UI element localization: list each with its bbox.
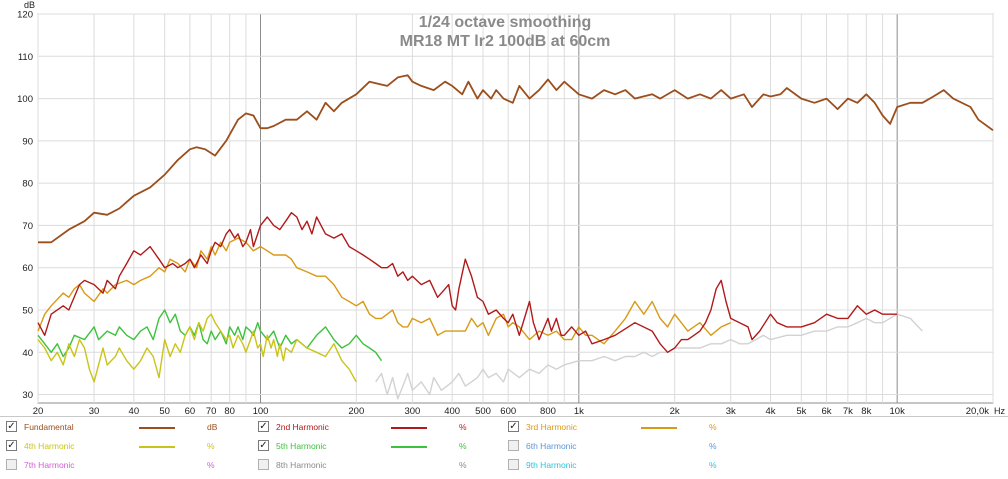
legend-item: ✓ Fundamental dB xyxy=(6,418,246,436)
legend-unit: % xyxy=(709,422,717,432)
legend-checkbox[interactable] xyxy=(508,440,519,451)
legend-line-swatch xyxy=(139,446,175,448)
legend-label: 8th Harmonic xyxy=(276,460,327,470)
y-tick-label: 80 xyxy=(22,179,33,190)
series-line-8th-harmonic xyxy=(375,313,923,400)
x-tick-label: 80 xyxy=(224,406,235,416)
x-tick-label: 6k xyxy=(822,406,832,416)
x-tick-label: 30 xyxy=(89,406,100,416)
y-tick-label: 30 xyxy=(22,390,33,401)
series-line-fundamental xyxy=(38,74,994,244)
legend-item: ✓ 2nd Harmonic% xyxy=(258,418,498,436)
x-tick-label: 600 xyxy=(500,406,516,416)
x-tick-label: 4k xyxy=(765,406,775,416)
y-tick-label: 90 xyxy=(22,136,33,147)
x-tick-label: 5k xyxy=(796,406,806,416)
legend-item: 7th Harmonic% xyxy=(6,456,246,474)
x-tick-label: 60 xyxy=(185,406,196,416)
legend-unit: dB xyxy=(207,422,218,432)
legend-unit: % xyxy=(459,441,467,451)
legend-item: ✓ 3rd Harmonic% xyxy=(508,418,748,436)
x-tick-label: 300 xyxy=(404,406,420,416)
x-tick-label: 200 xyxy=(348,406,364,416)
x-tick-label: 2k xyxy=(670,406,680,416)
legend-label: 7th Harmonic xyxy=(24,460,75,470)
x-tick-label: 1k xyxy=(574,406,584,416)
legend-item: 9th Harmonic% xyxy=(508,456,748,474)
chart-title: 1/24 octave smoothing xyxy=(419,14,592,31)
x-tick-label: 40 xyxy=(129,406,140,416)
x-axis-unit-label: Hz xyxy=(994,406,1005,416)
legend-item: ✓ 5th Harmonic% xyxy=(258,437,498,455)
y-tick-label: 110 xyxy=(18,52,33,63)
x-tick-label: 7k xyxy=(843,406,853,416)
legend-checkbox[interactable]: ✓ xyxy=(258,440,269,451)
legend-checkbox[interactable] xyxy=(258,459,269,470)
series-line-2nd-harmonic xyxy=(37,211,898,353)
legend-item: 6th Harmonic% xyxy=(508,437,748,455)
legend-label: 3rd Harmonic xyxy=(526,422,578,432)
series-line-3rd-harmonic xyxy=(37,237,731,345)
x-tick-label: 20,0k xyxy=(966,406,989,416)
legend-label: 4th Harmonic xyxy=(24,441,75,451)
legend-line-swatch xyxy=(139,427,175,429)
legend-label: 6th Harmonic xyxy=(526,441,577,451)
x-tick-label: 400 xyxy=(444,406,460,416)
x-tick-label: 20 xyxy=(33,406,44,416)
x-tick-label: 500 xyxy=(475,406,491,416)
y-tick-label: 100 xyxy=(17,94,33,105)
legend-line-swatch xyxy=(641,427,677,429)
legend-label: 5th Harmonic xyxy=(276,441,327,451)
legend-unit: % xyxy=(207,441,215,451)
legend-unit: % xyxy=(207,460,215,470)
series-line-5th-harmonic xyxy=(37,309,383,362)
y-axis-unit-label: dB xyxy=(24,0,35,10)
x-tick-label: 800 xyxy=(540,406,556,416)
legend-checkbox[interactable]: ✓ xyxy=(6,440,17,451)
legend-checkbox[interactable]: ✓ xyxy=(6,421,17,432)
y-tick-label: 60 xyxy=(22,263,33,274)
y-tick-label: 70 xyxy=(22,221,33,232)
x-tick-label: 8k xyxy=(861,406,871,416)
x-tick-label: 70 xyxy=(206,406,217,416)
legend-line-swatch xyxy=(391,446,427,448)
legend-unit: % xyxy=(459,460,467,470)
legend-label: 2nd Harmonic xyxy=(276,422,329,432)
legend-label: Fundamental xyxy=(24,422,74,432)
legend-unit: % xyxy=(709,460,717,470)
legend-checkbox[interactable]: ✓ xyxy=(508,421,519,432)
y-tick-label: 50 xyxy=(22,305,33,316)
y-tick-label: 40 xyxy=(22,348,33,359)
legend-unit: % xyxy=(459,422,467,432)
legend-panel: ✓ Fundamental dB ✓ 2nd Harmonic% ✓ 3rd Harmoni… xyxy=(0,416,1008,479)
legend-unit: % xyxy=(709,441,717,451)
series-line-4th-harmonic xyxy=(37,313,357,383)
legend-line-swatch xyxy=(391,427,427,429)
legend-item: 8th Harmonic% xyxy=(258,456,498,474)
chart-subtitle: MR18 MT lr2 100dB at 60cm xyxy=(400,33,611,50)
legend-checkbox[interactable]: ✓ xyxy=(258,421,269,432)
x-tick-label: 50 xyxy=(159,406,170,416)
x-tick-label: 3k xyxy=(726,406,736,416)
legend-checkbox[interactable] xyxy=(508,459,519,470)
x-tick-label: 10k xyxy=(890,406,906,416)
legend-checkbox[interactable] xyxy=(6,459,17,470)
legend-label: 9th Harmonic xyxy=(526,460,577,470)
legend-item: ✓ 4th Harmonic% xyxy=(6,437,246,455)
y-tick-label: 120 xyxy=(17,10,33,21)
x-tick-label: 100 xyxy=(253,406,269,416)
